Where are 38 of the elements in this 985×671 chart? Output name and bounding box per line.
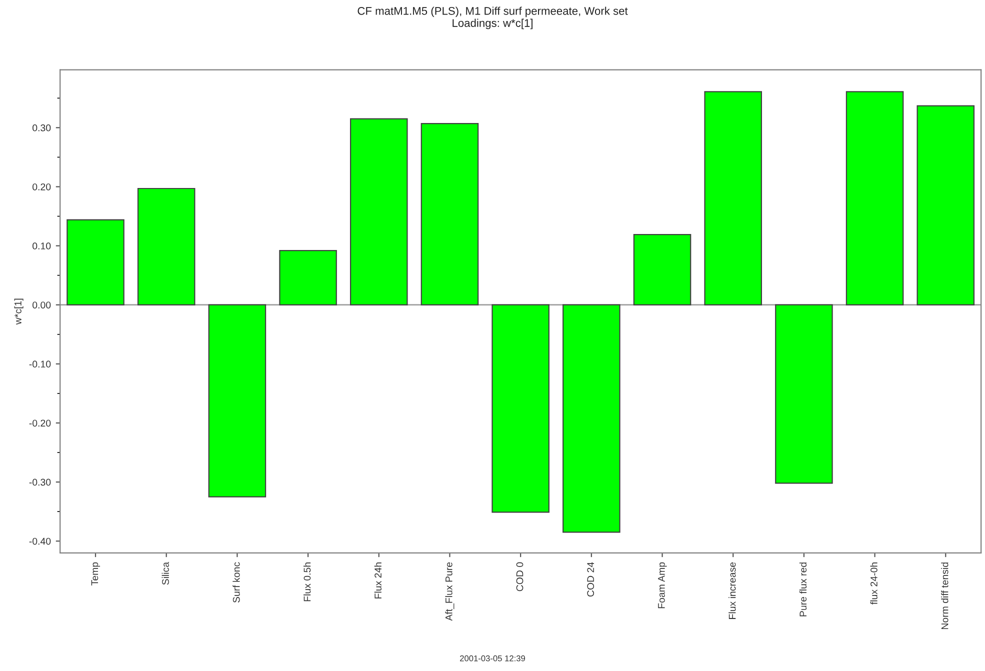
y-tick-label: 0.10 [32,242,51,250]
x-tick-label: Aft_Flux Pure [445,562,454,621]
bar [704,91,762,306]
x-tick-label: Flux 0.5h [304,562,311,602]
chart-subtitle: Loadings: w*c[1] [452,18,532,30]
bar [562,304,620,533]
x-tick-label: Flux increase [728,562,736,619]
bar [775,304,833,484]
bar [137,188,196,306]
bar [279,250,337,306]
y-tick-label: -0.20 [29,420,51,427]
bar [633,234,692,306]
y-axis-title: w*c[1] [14,298,24,325]
y-tick-label: 0.00 [32,302,51,308]
bar [66,219,124,306]
x-tick-label: Norm diff tensid [941,562,948,630]
text: 2001-03-05 12:39 [460,655,526,662]
bar [420,122,479,306]
x-tick-label: Silica [162,562,169,585]
x-tick-label: Pure flux red [799,562,807,616]
x-tick-label: Flux 24h [374,562,382,598]
x-tick-label: COD 24 [587,562,594,597]
bar [350,118,408,306]
y-tick-label: -0.30 [29,478,51,486]
chart-title: CF matM1.M5 (PLS), M1 Diff surf permeeate, Work set [358,6,628,18]
bar [208,304,266,498]
x-tick-label: COD 0 [516,562,524,592]
bar [846,91,904,306]
x-tick-label: Temp [91,562,100,586]
y-tick-label: 0.20 [32,183,51,190]
bar [492,304,550,513]
bar [916,105,975,306]
x-tick-label: Surf konc [232,562,240,603]
y-tick-label: 0.30 [32,124,51,132]
y-tick-label: -0.10 [29,360,51,368]
y-tick-label: -0.40 [29,538,51,545]
x-tick-label: Foam Amp [658,562,667,608]
x-tick-label: flux 24-0h [870,562,878,604]
